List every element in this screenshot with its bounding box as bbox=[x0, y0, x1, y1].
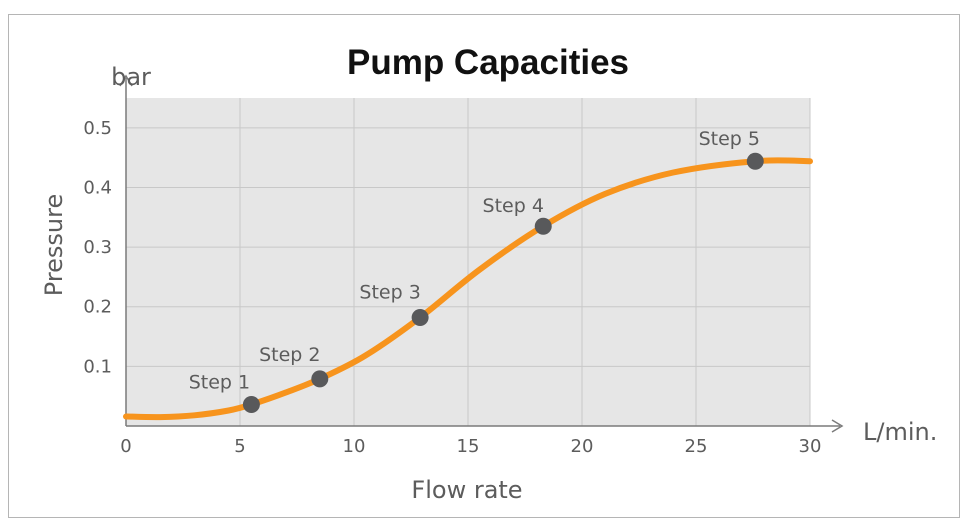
y-axis-label: Pressure bbox=[40, 194, 68, 296]
x-axis-arrow bbox=[831, 419, 844, 433]
y-tick-label: 0.5 bbox=[83, 118, 112, 139]
y-tick-label: 0.1 bbox=[83, 356, 112, 377]
x-tick-label: 25 bbox=[685, 436, 708, 457]
step-points: Step 1 Step 2 Step 3 Step 4 Step 5 bbox=[189, 128, 764, 414]
x-tick-label: 30 bbox=[799, 436, 822, 457]
grid-lines bbox=[126, 98, 811, 426]
x-unit-label: L/min. bbox=[863, 418, 937, 446]
tick-labels: 0 5 10 15 20 25 30 0.1 0.2 0.3 0.4 0.5 bbox=[83, 118, 821, 457]
x-tick-label: 0 bbox=[120, 436, 131, 457]
axes bbox=[119, 74, 844, 433]
step-label: Step 4 bbox=[483, 195, 544, 217]
step-label: Step 5 bbox=[699, 128, 760, 150]
step-marker bbox=[746, 152, 764, 170]
y-unit-label: bar bbox=[111, 63, 151, 91]
x-tick-label: 15 bbox=[457, 436, 480, 457]
step-marker bbox=[242, 396, 260, 414]
step-marker bbox=[534, 217, 552, 235]
x-tick-label: 20 bbox=[571, 436, 594, 457]
step-marker bbox=[411, 308, 429, 326]
x-axis-label: Flow rate bbox=[411, 476, 522, 504]
step-label: Step 2 bbox=[259, 344, 320, 366]
x-tick-label: 10 bbox=[343, 436, 366, 457]
pressure-curve bbox=[123, 157, 813, 421]
x-tick-label: 5 bbox=[234, 436, 245, 457]
y-tick-label: 0.2 bbox=[83, 297, 112, 318]
y-axis-arrow bbox=[119, 74, 133, 87]
step-label: Step 3 bbox=[359, 281, 420, 303]
chart-title: Pump Capacities bbox=[347, 43, 629, 82]
y-tick-label: 0.3 bbox=[83, 237, 112, 258]
y-tick-label: 0.4 bbox=[83, 177, 112, 198]
step-label: Step 1 bbox=[189, 372, 250, 394]
step-marker bbox=[311, 370, 329, 388]
